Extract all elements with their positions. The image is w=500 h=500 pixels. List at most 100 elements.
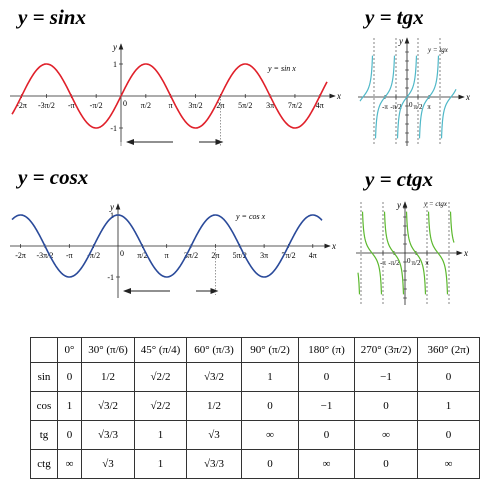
x-tick-label: -π/2 bbox=[388, 259, 400, 267]
x-tick-label: 4π bbox=[316, 101, 324, 110]
curve-label: y = tgx bbox=[427, 46, 449, 54]
value-cell: ∞ bbox=[354, 420, 418, 450]
panel-title: y = sinx bbox=[15, 5, 86, 29]
value-cell: 1 bbox=[417, 391, 480, 421]
value-cell: √3/2 bbox=[81, 391, 135, 421]
value-cell: 1 bbox=[134, 420, 187, 450]
x-tick-label: π bbox=[169, 101, 173, 110]
value-cell: 1/2 bbox=[186, 391, 242, 421]
x-axis-label: x bbox=[465, 92, 470, 102]
value-cell: 0 bbox=[57, 362, 82, 392]
x-tick-label: -3π/2 bbox=[38, 101, 55, 110]
x-axis-label: x bbox=[463, 248, 468, 258]
table-row: sin 0 1/2 √2/2 √3/2 1 0 −1 0 bbox=[30, 362, 480, 392]
panel-title: y = tgx bbox=[362, 5, 424, 29]
y-axis-label: y bbox=[112, 42, 117, 52]
function-curve bbox=[357, 211, 455, 295]
y-axis-label: y bbox=[398, 36, 403, 46]
x-tick-label: -π bbox=[382, 103, 388, 111]
x-tick-label: -2π bbox=[15, 251, 26, 260]
value-cell: 0 bbox=[417, 420, 480, 450]
curve-label: y = sin x bbox=[267, 64, 296, 73]
x-axis-label: x bbox=[336, 91, 341, 101]
value-cell: ∞ bbox=[241, 420, 299, 450]
x-tick-label: -π bbox=[66, 251, 73, 260]
table-row: cos 1 √3/2 √2/2 1/2 0 −1 0 1 bbox=[30, 391, 480, 421]
value-cell: 0 bbox=[241, 391, 299, 421]
table-row: ctg ∞ √3 1 √3/3 0 ∞ 0 ∞ bbox=[30, 449, 480, 479]
value-cell: 1 bbox=[241, 362, 299, 392]
x-tick-label: π bbox=[165, 251, 169, 260]
value-cell: √3/3 bbox=[186, 449, 242, 479]
header-row: 0° 30° (π/6) 45° (π/4) 60° (π/3) 90° (π/2) 18… bbox=[30, 337, 480, 363]
x-tick-label: -π/2 bbox=[90, 101, 103, 110]
value-cell: 0 bbox=[57, 420, 82, 450]
panel-title: y = ctgx bbox=[362, 167, 433, 191]
row-label: tg bbox=[30, 420, 58, 450]
x-tick-label: -3π/2 bbox=[36, 251, 53, 260]
y-tick-label: -1 bbox=[107, 273, 114, 282]
x-tick-label: 7π/2 bbox=[281, 251, 295, 260]
origin-label: 0 bbox=[120, 249, 124, 258]
y-tick-label: 1 bbox=[110, 211, 114, 220]
value-cell: 1/2 bbox=[81, 362, 135, 392]
function-curve bbox=[11, 63, 328, 129]
value-cell: 0 bbox=[241, 449, 299, 479]
value-cell: ∞ bbox=[57, 449, 82, 479]
y-axis-label: y bbox=[109, 202, 114, 212]
header-cell: 60° (π/3) bbox=[186, 337, 242, 363]
value-cell: 1 bbox=[57, 391, 82, 421]
origin-label: 0 bbox=[409, 101, 413, 109]
value-cell: −1 bbox=[298, 391, 355, 421]
value-cell: ∞ bbox=[417, 449, 480, 479]
row-label: cos bbox=[30, 391, 58, 421]
row-label: sin bbox=[30, 362, 58, 392]
x-tick-label: π bbox=[427, 103, 431, 111]
x-axis-label: x bbox=[331, 241, 336, 251]
x-tick-label: -π/2 bbox=[87, 251, 100, 260]
panel-title: y = cosx bbox=[15, 165, 88, 189]
curve-label: y = ctgx bbox=[423, 200, 448, 208]
y-tick-label: 1 bbox=[113, 60, 117, 69]
value-cell: −1 bbox=[354, 362, 418, 392]
function-curve bbox=[359, 55, 457, 139]
x-tick-label: 5π/2 bbox=[233, 251, 247, 260]
value-cell: √2/2 bbox=[134, 391, 187, 421]
x-tick-label: -π bbox=[68, 101, 75, 110]
x-tick-label: 4π bbox=[309, 251, 317, 260]
value-cell: √3 bbox=[186, 420, 242, 450]
header-cell: 360° (2π) bbox=[417, 337, 480, 363]
x-tick-label: π/2 bbox=[141, 101, 151, 110]
x-tick-label: π/2 bbox=[412, 259, 421, 267]
y-tick-label: -1 bbox=[110, 124, 117, 133]
value-cell: 0 bbox=[298, 420, 355, 450]
value-cell: 0 bbox=[417, 362, 480, 392]
row-label: ctg bbox=[30, 449, 58, 479]
header-cell: 30° (π/6) bbox=[81, 337, 135, 363]
function-curve bbox=[11, 214, 323, 278]
value-cell: 0 bbox=[354, 449, 418, 479]
value-cell: 0 bbox=[354, 391, 418, 421]
value-cell: √3/3 bbox=[81, 420, 135, 450]
origin-label: 0 bbox=[123, 99, 127, 108]
header-cell: 45° (π/4) bbox=[134, 337, 187, 363]
x-tick-label: π/2 bbox=[137, 251, 147, 260]
x-tick-label: 7π/2 bbox=[288, 101, 302, 110]
value-cell: √3/2 bbox=[186, 362, 242, 392]
value-cell: 0 bbox=[298, 362, 355, 392]
corner-cell bbox=[30, 337, 58, 363]
header-cell: 0° bbox=[57, 337, 82, 363]
x-tick-label: 3π/2 bbox=[184, 251, 198, 260]
graphs: y = sinx x y 0 y = sin x -2π -3π/2 -π -π/2 π/2 π 3π… bbox=[10, 5, 470, 305]
header-cell: 90° (π/2) bbox=[241, 337, 299, 363]
value-cell: ∞ bbox=[298, 449, 355, 479]
value-cell: 1 bbox=[134, 449, 187, 479]
value-cell: √3 bbox=[81, 449, 135, 479]
x-tick-label: 5π/2 bbox=[238, 101, 252, 110]
x-tick-label: 3π bbox=[260, 251, 268, 260]
x-tick-label: 3π bbox=[266, 101, 274, 110]
x-tick-label: -2π bbox=[16, 101, 27, 110]
table-row: tg 0 √3/3 1 √3 ∞ 0 ∞ 0 bbox=[30, 420, 480, 450]
origin-label: 0 bbox=[407, 257, 411, 265]
